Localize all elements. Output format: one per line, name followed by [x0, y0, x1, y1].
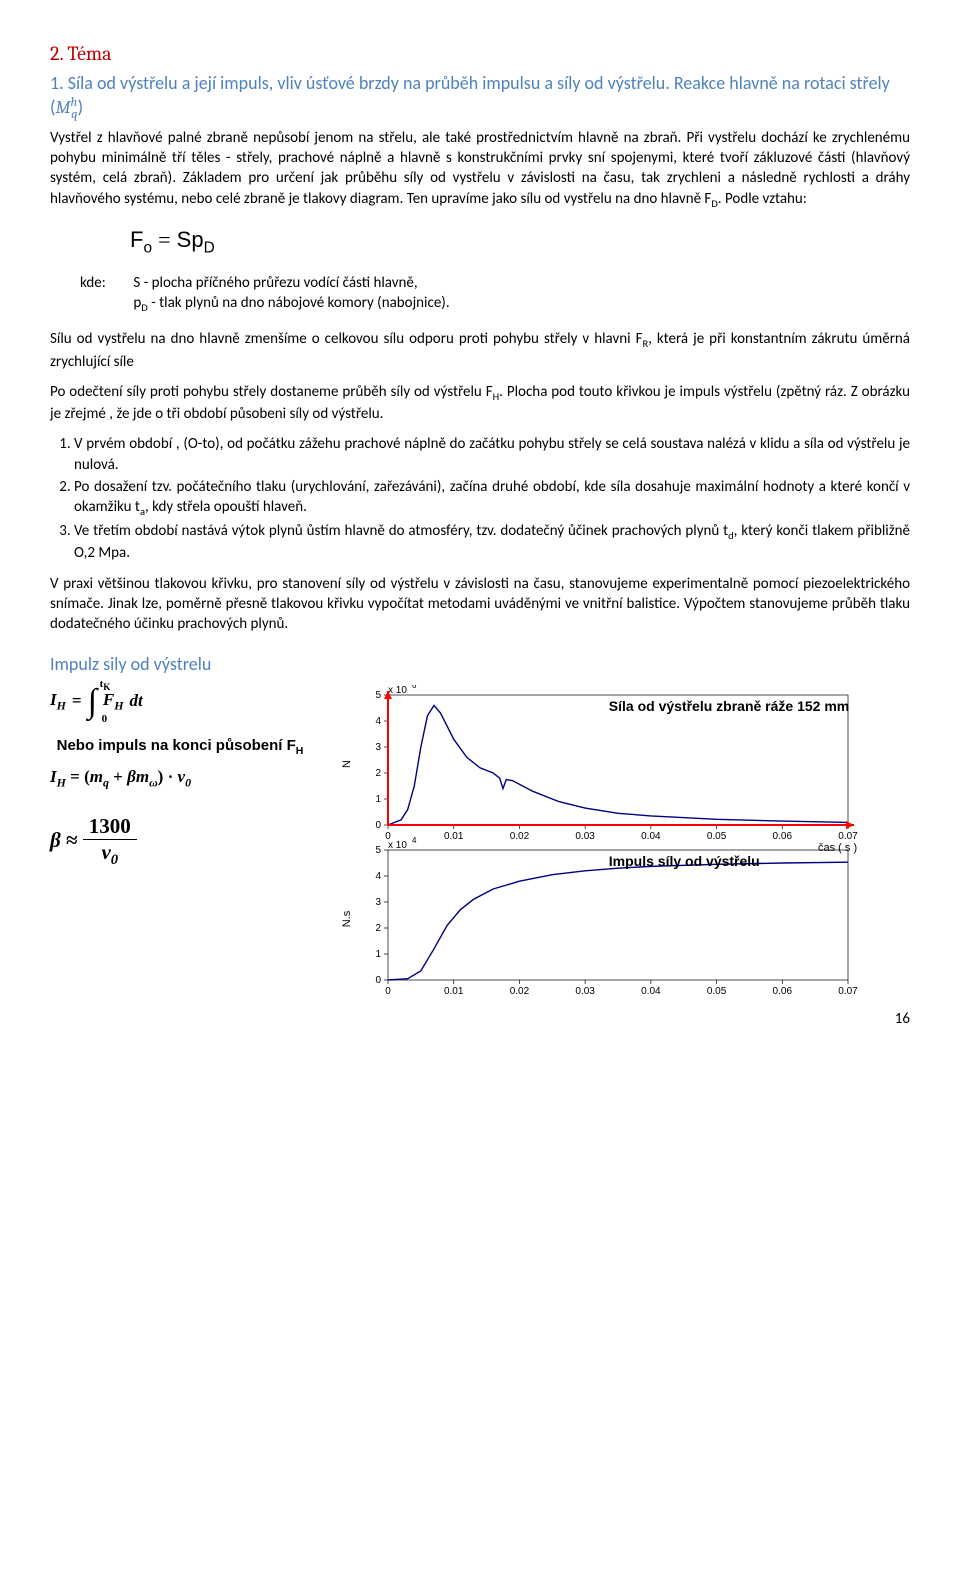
- formula-column: IH = ∫ tK 0 FH dt Nebo impuls na konci p…: [50, 685, 310, 868]
- svg-text:0.02: 0.02: [510, 986, 530, 995]
- svg-text:2: 2: [375, 768, 381, 779]
- impulse-heading: Impulz sily od výstrelu: [50, 652, 910, 676]
- svg-text:0.06: 0.06: [773, 831, 793, 842]
- force-impulse-chart: 0 1 2 3 4 5 0 0.01 0.02 0.03 0.04 0.05 0.06 0.07 x 10 6…: [330, 685, 870, 995]
- svg-text:3: 3: [375, 897, 381, 908]
- svg-text:0.03: 0.03: [575, 986, 595, 995]
- svg-text:0: 0: [375, 820, 381, 831]
- list-item: Ve třetím období nastává výtok plynů ůst…: [74, 521, 910, 563]
- svg-text:Síla od výstřelu zbraně ráže 1: Síla od výstřelu zbraně ráže 152 mm: [609, 698, 849, 714]
- page-number: 16: [50, 1009, 910, 1029]
- heading-text-pre: 1. Síla od výstřelu a její impuls, vliv …: [50, 72, 890, 118]
- heading-text-post: ): [78, 96, 83, 118]
- svg-text:4: 4: [375, 716, 381, 727]
- paragraph-intro: Vystřel z hlavňové palné zbraně nepůsobí…: [50, 128, 910, 211]
- list-item: V prvém období , (O-to), od počátku záže…: [74, 434, 910, 475]
- svg-text:0.02: 0.02: [510, 831, 530, 842]
- svg-text:0.01: 0.01: [444, 986, 464, 995]
- svg-text:x 10: x 10: [388, 685, 407, 696]
- svg-text:0.06: 0.06: [773, 986, 793, 995]
- svg-text:0: 0: [385, 986, 391, 995]
- svg-text:0.05: 0.05: [707, 831, 727, 842]
- svg-text:N: N: [341, 760, 353, 768]
- svg-text:0.04: 0.04: [641, 986, 661, 995]
- where-line-1: S - plocha příčného průřezu vodící části…: [133, 274, 417, 292]
- svg-text:1: 1: [375, 794, 381, 805]
- svg-text:5: 5: [375, 845, 381, 856]
- section-heading: 2. Téma: [50, 40, 910, 67]
- svg-text:N.s: N.s: [341, 910, 353, 927]
- formula-fo: Fo = SpD: [130, 225, 910, 259]
- svg-text:0.07: 0.07: [838, 831, 858, 842]
- svg-text:5: 5: [375, 690, 381, 701]
- formula-integral: IH = ∫ tK 0 FH dt: [50, 685, 310, 719]
- where-label: kde:: [80, 273, 130, 293]
- where-line-2: pD - tlak plynů na dno nábojové komory (…: [133, 294, 449, 312]
- paragraph-practice: V praxi většinou tlakovou křivku, pro st…: [50, 574, 910, 635]
- formula-momentum: IH = (mq + βmω) · v0: [50, 767, 310, 790]
- list-item: Po dosažení tzv. počátečního tlaku (uryc…: [74, 477, 910, 519]
- svg-text:0.04: 0.04: [641, 831, 661, 842]
- subsection-heading: 1. Síla od výstřelu a její impuls, vliv …: [50, 71, 910, 124]
- svg-text:0.03: 0.03: [575, 831, 595, 842]
- svg-text:1: 1: [375, 949, 381, 960]
- heading-math-base: M: [55, 97, 70, 118]
- svg-text:0.01: 0.01: [444, 831, 464, 842]
- formula-caption: Nebo impuls na konci působení FH: [50, 737, 310, 758]
- svg-text:0.07: 0.07: [838, 986, 858, 995]
- svg-text:0.05: 0.05: [707, 986, 727, 995]
- formula-beta: β ≈ 1300 v0: [50, 816, 310, 868]
- svg-text:3: 3: [375, 742, 381, 753]
- svg-text:6: 6: [412, 685, 417, 690]
- period-list: V prvém období , (O-to), od počátku záže…: [50, 434, 910, 563]
- paragraph-fh: Po odečtení síly proti pohybu střely dos…: [50, 382, 910, 424]
- svg-text:4: 4: [375, 871, 381, 882]
- paragraph-fr: Sílu od vystřelu na dno hlavně zmenšíme …: [50, 329, 910, 371]
- where-block: kde: S - plocha příčného průřezu vodící …: [80, 273, 910, 315]
- svg-text:4: 4: [412, 836, 417, 845]
- svg-text:Impuls síly od výstřelu: Impuls síly od výstřelu: [609, 853, 760, 869]
- svg-text:x 10: x 10: [388, 840, 407, 851]
- svg-text:0: 0: [375, 975, 381, 986]
- svg-text:2: 2: [375, 923, 381, 934]
- svg-text:čas ( s ): čas ( s ): [818, 842, 857, 854]
